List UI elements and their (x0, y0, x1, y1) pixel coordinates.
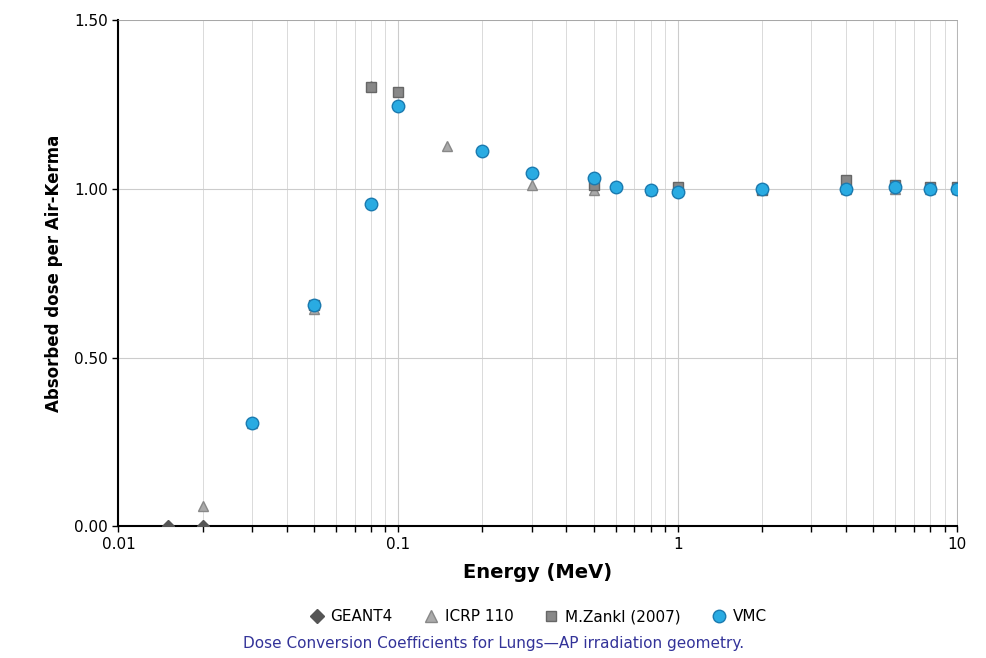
VMC (308, 301, 319, 309)
VMC (391, 102, 403, 110)
Y-axis label: Absorbed dose per Air-Kerma: Absorbed dose per Air-Kerma (45, 134, 63, 412)
ICRP 110 (196, 502, 208, 510)
GEANT4 (196, 522, 208, 530)
ICRP 110 (162, 522, 174, 530)
GEANT4 (162, 522, 174, 530)
Line: GEANT4: GEANT4 (164, 522, 207, 530)
ICRP 110 (888, 186, 900, 193)
M.Zankl (2007) (924, 183, 936, 191)
ICRP 110 (671, 186, 683, 194)
VMC (839, 185, 851, 193)
ICRP 110 (951, 186, 962, 193)
Line: M.Zankl (2007): M.Zankl (2007) (309, 82, 961, 310)
M.Zankl (2007) (888, 182, 900, 190)
M.Zankl (2007) (391, 88, 403, 96)
VMC (609, 183, 621, 191)
ICRP 110 (644, 186, 656, 194)
VMC (671, 188, 683, 196)
VMC (365, 200, 377, 208)
ICRP 110 (365, 82, 377, 89)
Line: VMC: VMC (246, 99, 962, 430)
VMC (476, 147, 488, 155)
VMC (526, 170, 537, 178)
Line: ICRP 110: ICRP 110 (163, 81, 961, 530)
ICRP 110 (755, 186, 767, 193)
VMC (755, 186, 767, 193)
ICRP 110 (587, 186, 599, 194)
M.Zankl (2007) (365, 84, 377, 91)
M.Zankl (2007) (755, 186, 767, 194)
ICRP 110 (441, 143, 453, 151)
VMC (888, 183, 900, 191)
VMC (951, 186, 962, 193)
ICRP 110 (839, 186, 851, 193)
ICRP 110 (308, 305, 319, 313)
VMC (246, 419, 257, 427)
M.Zankl (2007) (587, 182, 599, 190)
M.Zankl (2007) (308, 301, 319, 309)
M.Zankl (2007) (671, 183, 683, 191)
ICRP 110 (526, 182, 537, 190)
ICRP 110 (924, 186, 936, 193)
Legend: GEANT4, ICRP 110, M.Zankl (2007), VMC: GEANT4, ICRP 110, M.Zankl (2007), VMC (303, 603, 772, 630)
X-axis label: Energy (MeV): Energy (MeV) (462, 563, 612, 582)
M.Zankl (2007) (839, 176, 851, 184)
VMC (587, 174, 599, 182)
VMC (644, 186, 656, 194)
M.Zankl (2007) (951, 183, 962, 191)
Text: Dose Conversion Coefficients for Lungs—AP irradiation geometry.: Dose Conversion Coefficients for Lungs—A… (243, 636, 743, 651)
VMC (924, 186, 936, 193)
ICRP 110 (246, 419, 257, 427)
